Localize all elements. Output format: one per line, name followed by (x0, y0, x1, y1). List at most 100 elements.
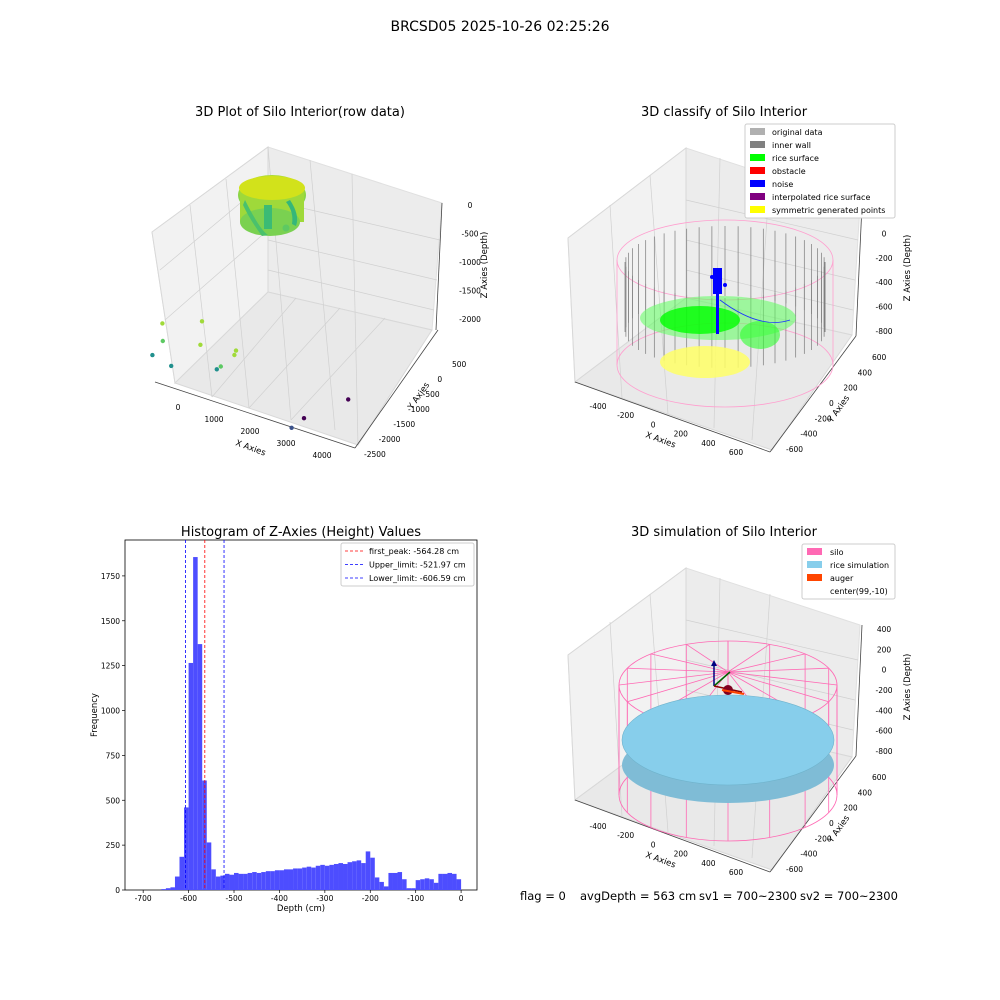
histogram-bar (456, 879, 462, 890)
classify-y-tick-label: 200 (843, 384, 858, 393)
panel-raw-scatter: 3D Plot of Silo Interior(row data) (150, 105, 490, 460)
sim-z-tick-label: -400 (875, 706, 892, 715)
histogram-bar (293, 868, 298, 890)
status-flag: flag = 0 (520, 889, 566, 903)
raw-outlier-point (150, 352, 155, 358)
histogram-bar (406, 888, 412, 890)
histogram-bar (256, 872, 262, 890)
histogram-bar (261, 872, 266, 890)
histogram-title: Histogram of Z-Axies (Height) Values (181, 525, 421, 540)
classify-y-tick-label: 0 (829, 399, 834, 408)
histogram-legend: first_peak: -564.28 cm Upper_limit: -521.… (340, 542, 475, 587)
panel-simulation: 3D simulation of Silo Interior (567, 525, 913, 877)
histogram-y-tick-label: 1000 (101, 707, 120, 716)
sim-z-tick-label: -200 (875, 686, 892, 695)
histogram-bar (211, 869, 216, 890)
classify-legend-swatch (750, 206, 765, 213)
raw-y-tick-label: 0 (437, 375, 442, 384)
raw-outlier-point (233, 348, 239, 353)
sim-y-tick-label: -600 (786, 865, 803, 874)
classify-z-tick-label: -800 (875, 327, 892, 336)
raw-outlier-point (289, 425, 294, 430)
histogram-x-tick-label: -500 (225, 894, 242, 903)
sim-x-label: X Axies (644, 850, 677, 870)
histogram-bar (383, 886, 389, 890)
panel-classified: 3D classify of Silo Interior (567, 105, 913, 457)
raw-outlier-point (232, 352, 237, 358)
raw-outlier-point (198, 342, 203, 347)
sim-y-tick-label: 600 (872, 773, 887, 782)
classify-x-tick-label: -200 (617, 411, 634, 420)
raw-y-tick-label: -2000 (379, 435, 401, 444)
raw-z-label: Z Axies (Depth) (480, 232, 490, 299)
raw-outlier-point (160, 338, 165, 344)
classify-y-tick-label: -200 (815, 414, 832, 423)
sim-x-tick-label: 600 (729, 868, 744, 877)
histogram-bar (174, 876, 180, 890)
silo-roof-line (686, 643, 729, 673)
histogram-x-ticks: -700 -600 -500 -400 -300 -200 -100 0 (135, 890, 464, 903)
sim-z-tick-label: -600 (875, 727, 892, 736)
histogram-bar (184, 807, 189, 890)
classify-y-tick-label: -400 (800, 430, 817, 439)
histogram-bar (320, 864, 325, 890)
sim-legend-label: center(99,-10) (830, 587, 888, 596)
sim-legend-label: rice simulation (830, 561, 889, 570)
classify-legend-label: interpolated rice surface (772, 193, 870, 202)
histogram-x-tick-label: -400 (271, 894, 288, 903)
raw-outlier-point (160, 321, 165, 326)
histogram-bar (365, 851, 371, 890)
classify-legend-swatch (750, 180, 765, 187)
histogram-x-tick-label: -300 (316, 894, 333, 903)
raw-outlier-point (199, 319, 205, 324)
histogram-bar (452, 873, 457, 890)
panel-histogram: Histogram of Z-Axies (Height) Values -70… (90, 525, 478, 914)
raw-x-tick-label: 1000 (204, 415, 223, 424)
histogram-bar (297, 868, 303, 890)
raw-z-tick-label: 0 (468, 201, 473, 210)
raw-x-tick-label: 3000 (276, 439, 295, 448)
sim-z-tick-label: 200 (877, 645, 892, 654)
sim-x-tick-label: -400 (589, 822, 606, 831)
histogram-bar (311, 867, 316, 890)
raw-z-tick-label: -2000 (459, 315, 481, 324)
classify-legend-swatch (750, 167, 765, 174)
histogram-bar (170, 887, 175, 890)
raw-y-tick-label: 500 (452, 360, 467, 369)
histogram-legend-label: Lower_limit: -606.59 cm (369, 574, 466, 583)
sim-legend-swatch (807, 548, 822, 555)
histogram-bar (315, 865, 321, 890)
classify-legend: original data inner wall rice surface obsta… (744, 123, 896, 219)
histogram-y-tick-label: 0 (115, 886, 120, 895)
raw-z-ticks: 0 -500 -1000 -1500 -2000 (459, 201, 481, 324)
sim-z-label: Z Axies (Depth) (903, 654, 913, 721)
status-sv2: sv2 = 700~2300 (800, 889, 898, 903)
histogram-bar (283, 869, 289, 890)
histogram-bar (324, 865, 330, 890)
silo-roof-line (727, 671, 838, 686)
classify-x-tick-label: 600 (729, 448, 744, 457)
classify-y-tick-label: -600 (786, 445, 803, 454)
sim-y-tick-label: 0 (829, 819, 834, 828)
histogram-bar (279, 870, 284, 890)
raw-outlier-point (214, 367, 219, 372)
raw-y-tick-label: -1500 (393, 420, 415, 429)
histogram-x-tick-label: -200 (362, 894, 379, 903)
sim-legend-swatch (807, 561, 822, 568)
histogram-y-tick-label: 1250 (101, 662, 120, 671)
silo-roof-line (650, 653, 729, 673)
histogram-bar (370, 857, 375, 890)
histogram-bar (224, 873, 230, 890)
figure-suptitle: BRCSD05 2025-10-26 02:25:26 (390, 19, 609, 35)
sim-x-tick-label: 400 (701, 859, 716, 868)
histogram-bar (252, 872, 257, 890)
classify-legend-label: inner wall (772, 141, 811, 150)
histogram-y-tick-label: 1750 (101, 572, 120, 581)
raw-y-tick-label: -500 (423, 390, 440, 399)
silo-roof-line (727, 653, 806, 673)
histogram-frame (124, 539, 478, 891)
sim-legend-label: silo (830, 548, 844, 557)
classify-legend-label: obstacle (772, 167, 806, 176)
histogram-bar (402, 879, 407, 890)
histogram-bar (243, 873, 248, 890)
